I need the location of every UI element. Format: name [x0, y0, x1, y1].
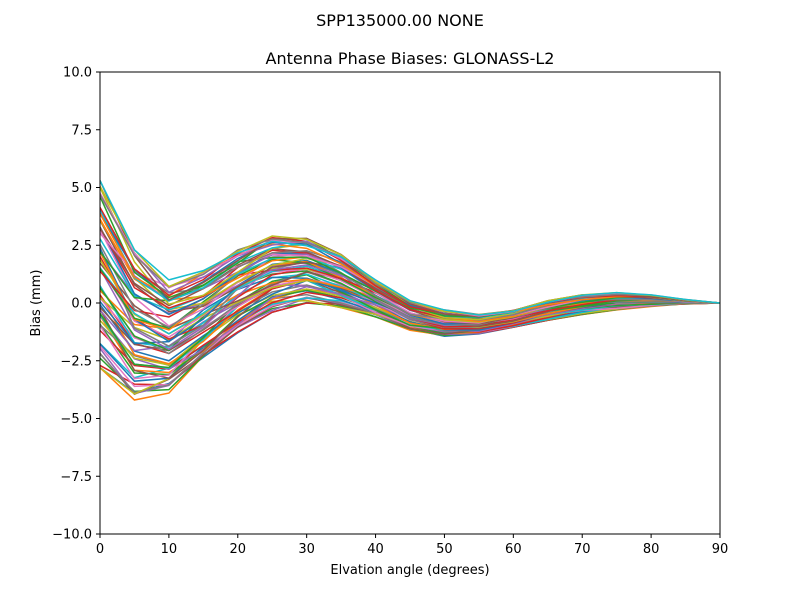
x-tick-label: 10	[161, 542, 178, 557]
x-tick-label: 70	[574, 542, 591, 557]
series-line	[100, 207, 720, 317]
y-axis-label: Bias (mm)	[29, 270, 44, 337]
series-line	[100, 194, 720, 316]
x-tick-label: 30	[298, 542, 315, 557]
x-tick-label: 0	[96, 542, 104, 557]
y-tick-label: −5.0	[60, 412, 92, 427]
series-line	[100, 243, 720, 329]
tick-layer: 0 10 20 30 40 50 60 70 80 90 −10.0 −7.5 −5.0 −2.5 0.0 2…	[52, 66, 728, 558]
figure-suptitle: SPP135000.00 NONE	[316, 11, 484, 30]
series-line	[100, 273, 720, 369]
y-tick-label: 7.5	[71, 123, 92, 138]
series-line	[100, 180, 720, 316]
x-axis-label: Elvation angle (degrees)	[330, 563, 489, 578]
x-tick-label: 80	[643, 542, 660, 557]
x-tick-label: 60	[505, 542, 522, 557]
y-tick-label: −10.0	[52, 528, 92, 543]
x-tick-label: 50	[436, 542, 453, 557]
plot-frame	[99, 71, 721, 535]
series-line	[100, 279, 720, 379]
y-tick-label: 10.0	[63, 66, 92, 81]
y-tick-label: 0.0	[71, 297, 92, 312]
x-tick-label: 90	[712, 542, 729, 557]
y-tick-label: −7.5	[60, 470, 92, 485]
x-tick-label: 40	[367, 542, 384, 557]
y-tick-label: 2.5	[71, 239, 92, 254]
y-tick-label: −2.5	[60, 354, 92, 369]
series-layer	[100, 180, 720, 401]
x-tick-label: 20	[230, 542, 247, 557]
chart-title: Antenna Phase Biases: GLONASS-L2	[266, 49, 555, 68]
y-tick-label: 5.0	[71, 181, 92, 196]
